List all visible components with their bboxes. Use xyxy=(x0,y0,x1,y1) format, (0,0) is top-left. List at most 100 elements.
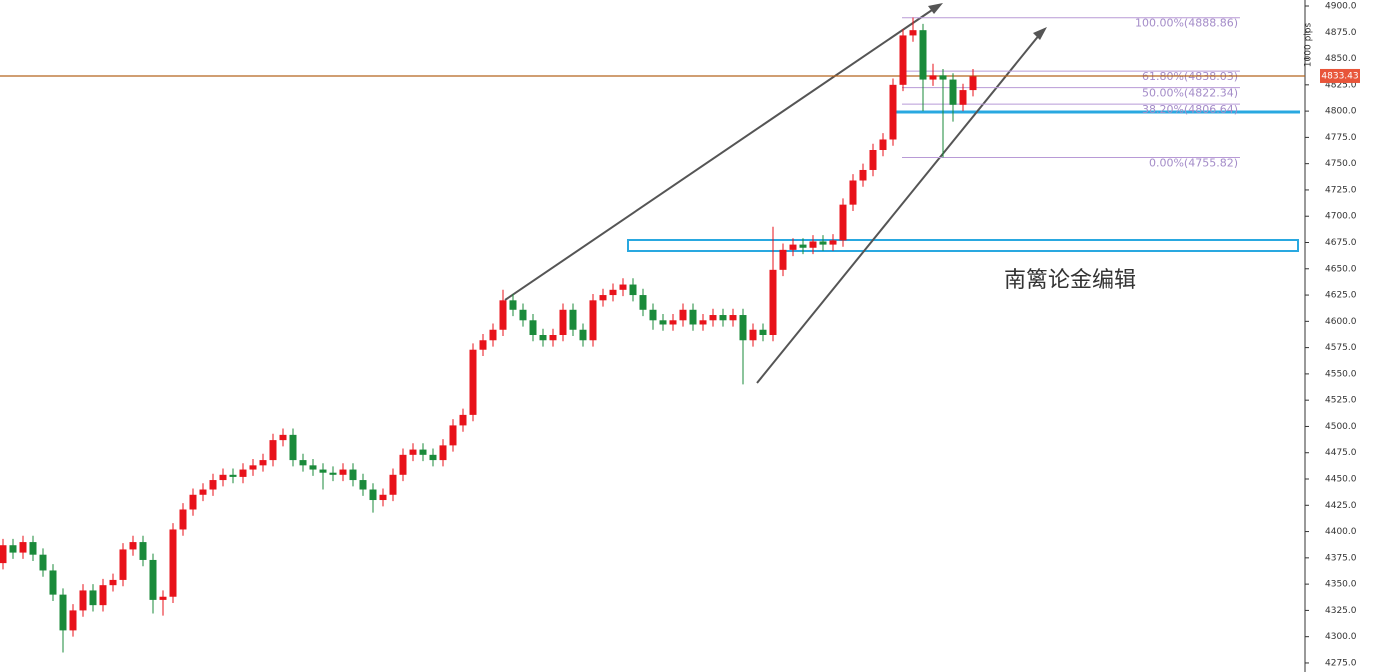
y-tick-label: 4725.0 xyxy=(1325,185,1357,195)
candle-body xyxy=(179,509,187,530)
candle-body xyxy=(519,309,527,321)
candle-body xyxy=(699,320,707,325)
candle-body xyxy=(189,494,197,510)
candle-body xyxy=(49,570,57,595)
candle-body xyxy=(209,480,217,490)
candle-body xyxy=(79,590,87,611)
candle-body xyxy=(919,30,927,80)
fib-label: 0.00%(4755.82) xyxy=(1149,157,1238,170)
candle-body xyxy=(169,529,177,597)
trend-arrow xyxy=(504,7,936,301)
candle-body xyxy=(909,30,917,36)
y-tick-label: 4400.0 xyxy=(1325,527,1357,537)
candle-body xyxy=(809,241,817,248)
candle-body xyxy=(299,460,307,466)
candle-body xyxy=(29,542,37,555)
candle-body xyxy=(459,414,467,426)
candle-body xyxy=(619,284,627,290)
candle-body xyxy=(679,309,687,321)
candle-body xyxy=(469,349,477,415)
candle-body xyxy=(289,434,297,461)
candle-body xyxy=(279,434,287,441)
y-tick-label: 4350.0 xyxy=(1325,580,1357,590)
y-tick-label: 4625.0 xyxy=(1325,291,1357,301)
y-tick-label: 4875.0 xyxy=(1325,28,1357,38)
candle-body xyxy=(149,559,157,600)
candle-body xyxy=(839,204,847,241)
y-tick-label: 4900.0 xyxy=(1325,1,1357,11)
candle-body xyxy=(339,469,347,475)
candle-body xyxy=(19,542,27,553)
candle-body xyxy=(549,335,557,341)
trend-arrow xyxy=(756,33,1041,384)
candle-body xyxy=(379,494,387,501)
candle-body xyxy=(859,169,867,181)
candle-body xyxy=(559,309,567,336)
fib-label: 100.00%(4888.86) xyxy=(1135,17,1238,30)
candle-body xyxy=(39,554,47,571)
y-tick-label: 4850.0 xyxy=(1325,54,1357,64)
candle-body xyxy=(249,465,257,470)
y-tick-label: 4750.0 xyxy=(1325,159,1357,169)
fib-label: 38.20%(4806.64) xyxy=(1142,103,1238,116)
candle-body xyxy=(159,596,167,600)
candle-body xyxy=(769,269,777,336)
candle-body xyxy=(539,335,547,341)
candle-body xyxy=(789,244,797,250)
candle-body xyxy=(849,180,857,205)
y-tick-label: 4275.0 xyxy=(1325,658,1357,668)
candle-body xyxy=(589,300,597,341)
candle-body xyxy=(709,315,717,321)
candle-body xyxy=(9,545,17,553)
candle-body xyxy=(509,300,517,310)
y-tick-label: 4825.0 xyxy=(1325,80,1357,90)
y-tick-label: 4650.0 xyxy=(1325,264,1357,274)
y-tick-label: 4375.0 xyxy=(1325,553,1357,563)
current-price-box xyxy=(1320,68,1360,83)
y-tick-label: 4500.0 xyxy=(1325,422,1357,432)
candle-body xyxy=(529,320,537,336)
candle-body xyxy=(69,610,77,631)
y-tick-label: 4775.0 xyxy=(1325,133,1357,143)
candle-body xyxy=(759,329,767,336)
candle-body xyxy=(0,545,7,564)
candle-body xyxy=(399,454,407,475)
candle-body xyxy=(899,35,907,85)
watermark-annotation: 南篱论金编辑 xyxy=(1004,268,1136,293)
candle-body xyxy=(639,295,647,310)
y-tick-label: 4525.0 xyxy=(1325,396,1357,406)
arrow-head xyxy=(928,3,943,14)
candle-body xyxy=(689,309,697,325)
candle-body xyxy=(139,542,147,560)
candle-body xyxy=(629,284,637,296)
candle-body xyxy=(239,469,247,477)
candle-body xyxy=(829,240,837,245)
y-tick-label: 4600.0 xyxy=(1325,317,1357,327)
candle-body xyxy=(819,241,827,245)
candle-body xyxy=(489,329,497,341)
candle-body xyxy=(349,469,357,481)
candle-body xyxy=(869,149,877,170)
candle-body xyxy=(719,315,727,321)
y-tick-label: 4800.0 xyxy=(1325,107,1357,117)
candle-body xyxy=(89,590,97,606)
candle-body xyxy=(799,244,807,248)
y-tick-label: 4475.0 xyxy=(1325,448,1357,458)
candle-body xyxy=(319,469,327,473)
y-tick-label: 4575.0 xyxy=(1325,343,1357,353)
y-tick-label: 4300.0 xyxy=(1325,632,1357,642)
candle-body xyxy=(329,472,337,475)
candle-body xyxy=(599,295,607,301)
support-zone xyxy=(627,239,1299,252)
candle-body xyxy=(739,315,747,341)
y-tick-label: 4425.0 xyxy=(1325,501,1357,511)
arrow-head xyxy=(1033,27,1047,40)
fib-label: 61.80%(4838.03) xyxy=(1142,70,1238,83)
candle-body xyxy=(119,549,127,580)
candle-body xyxy=(949,79,957,105)
candle-body xyxy=(309,465,317,470)
y-tick-label: 4700.0 xyxy=(1325,212,1357,222)
candle-body xyxy=(939,75,947,80)
candle-body xyxy=(579,329,587,341)
